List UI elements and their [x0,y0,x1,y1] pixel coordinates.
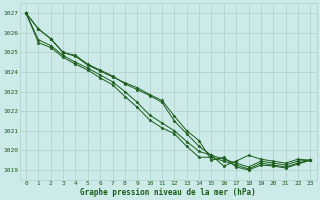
X-axis label: Graphe pression niveau de la mer (hPa): Graphe pression niveau de la mer (hPa) [80,188,256,197]
